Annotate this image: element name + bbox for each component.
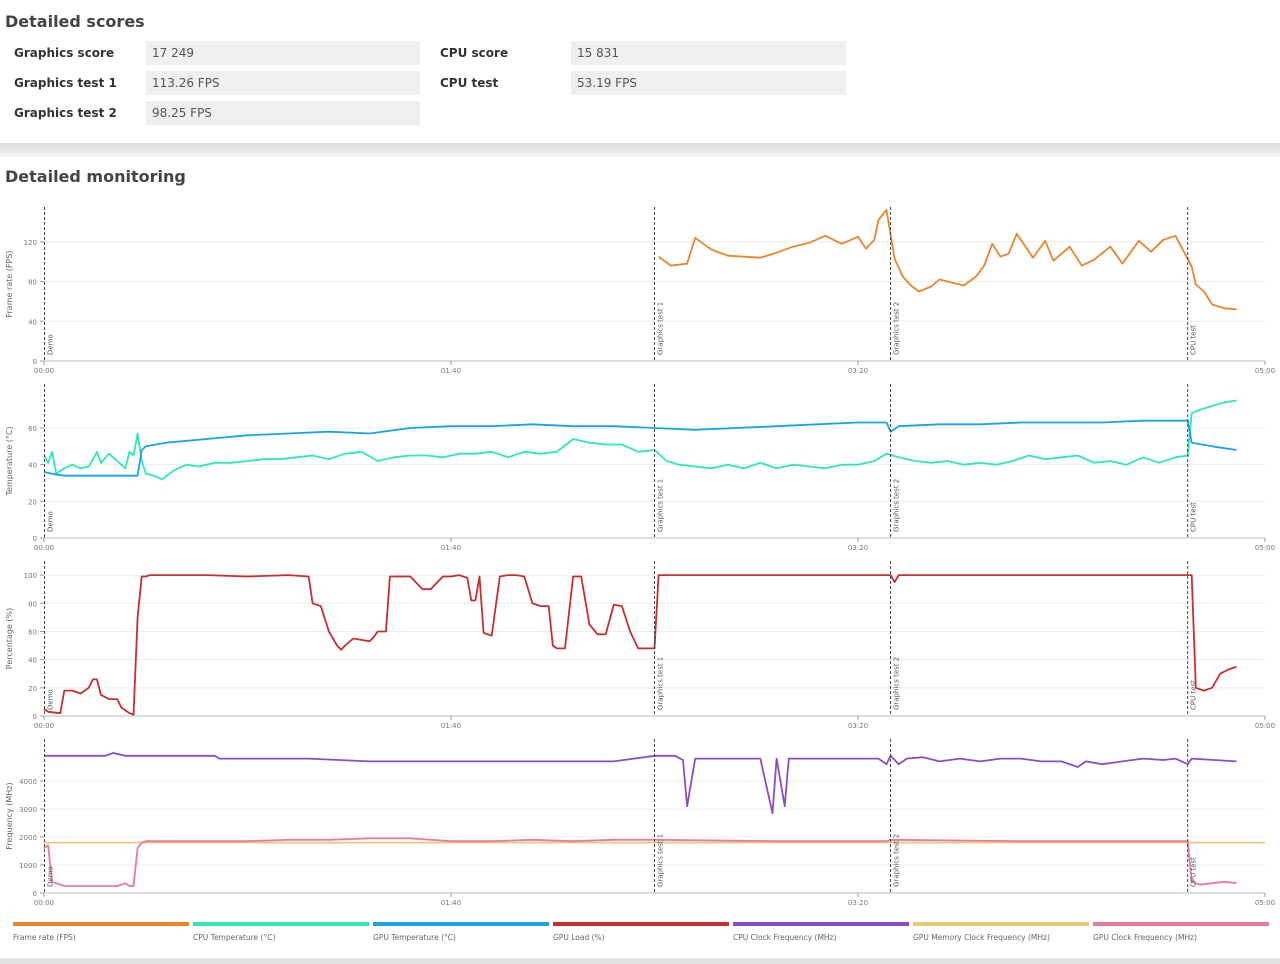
section-divider (0, 143, 1280, 157)
y-tick-label: 3000 (19, 806, 37, 814)
marker-label: Graphics test 1 (657, 479, 665, 532)
y-tick-label: 20 (28, 498, 37, 506)
marker-label: Graphics test 1 (657, 657, 665, 710)
x-tick-label: 00:00 (34, 722, 54, 730)
cpu-score-label: CPU score (440, 46, 509, 60)
y-axis-label: Frequency (MHz) (5, 782, 14, 849)
cpu-test-label: CPU test (440, 76, 499, 90)
y-tick-label: 80 (28, 600, 37, 608)
chart-panel-2: 0 20 40 60 00:00 01:40 03:20 05:00 Temperature (… (5, 384, 1275, 552)
legend-label: GPU Clock Frequency (MHz) (1093, 933, 1197, 942)
x-tick-label: 00:00 (34, 899, 54, 907)
x-tick-label: 05:00 (1255, 899, 1275, 907)
y-tick-label: 2000 (19, 834, 37, 842)
legend-swatch (553, 922, 729, 926)
y-tick-label: 0 (33, 358, 37, 366)
marker-label: Demo (47, 866, 55, 887)
marker-label: Demo (47, 689, 55, 710)
x-tick-label: 01:40 (441, 544, 461, 552)
x-tick-label: 03:20 (848, 367, 868, 375)
marker-label: Graphics test 2 (893, 834, 901, 887)
legend-label: CPU Clock Frequency (MHz) (733, 933, 836, 942)
marker-label: CPU test (1190, 325, 1198, 355)
y-tick-label: 100 (24, 572, 37, 580)
marker-label: CPU test (1190, 857, 1198, 887)
marker-label: Graphics test 2 (893, 302, 901, 355)
chart-panel-3: 0 20 40 60 80 100 00:00 01:40 03:20 05:00 Percenta… (5, 561, 1275, 730)
series-line-frame-rate-fps (658, 209, 1237, 311)
x-tick-label: 01:40 (441, 899, 461, 907)
legend-label: Frame rate (FPS) (13, 933, 76, 942)
y-tick-label: 0 (33, 890, 37, 898)
graphics-test-2-value: 98.25 FPS (146, 101, 420, 125)
y-tick-label: 40 (28, 318, 37, 326)
y-tick-label: 40 (28, 462, 37, 470)
x-tick-label: 05:00 (1255, 367, 1275, 375)
x-tick-label: 03:20 (848, 544, 868, 552)
legend-swatch (733, 922, 909, 926)
y-tick-label: 80 (28, 279, 37, 287)
y-tick-label: 4000 (19, 778, 37, 786)
y-tick-label: 0 (33, 713, 37, 721)
y-axis-label: Frame rate (FPS) (5, 250, 14, 317)
marker-label: Graphics test 2 (893, 657, 901, 710)
legend-label: GPU Temperature (°C) (373, 933, 456, 942)
y-tick-label: 120 (24, 239, 37, 247)
chart-panel-4: 0 1000 2000 3000 4000 00:00 01:40 03:20 05:00 Fre… (5, 739, 1275, 907)
legend-swatch (913, 922, 1089, 926)
bottom-strip (0, 958, 1280, 964)
x-tick-label: 03:20 (848, 722, 868, 730)
legend-label: CPU Temperature (°C) (193, 933, 275, 942)
marker-label: CPU test (1190, 680, 1198, 710)
series-line-gpu-load (43, 574, 1237, 716)
x-tick-label: 05:00 (1255, 722, 1275, 730)
marker-label: Graphics test 1 (657, 302, 665, 355)
x-tick-label: 01:40 (441, 722, 461, 730)
legend-swatch (13, 922, 189, 926)
legend-swatch (1093, 922, 1269, 926)
cpu-score-value: 15 831 (571, 41, 846, 65)
x-tick-label: 01:40 (441, 367, 461, 375)
legend-swatch (373, 922, 549, 926)
series-line-gpu-temperature-c (43, 419, 1237, 477)
chart-panel-1: 0 40 80 120 00:00 01:40 03:20 05:00 Frame rate (… (5, 207, 1275, 375)
y-tick-label: 0 (33, 535, 37, 543)
legend-label: GPU Load (%) (553, 933, 605, 942)
y-axis-label: Temperature (°C) (5, 426, 14, 496)
marker-label: CPU test (1190, 502, 1198, 532)
x-tick-label: 03:20 (848, 899, 868, 907)
graphics-score-value: 17 249 (146, 41, 420, 65)
marker-label: Demo (47, 511, 55, 532)
y-axis-label: Percentage (%) (5, 608, 14, 669)
x-tick-label: 05:00 (1255, 544, 1275, 552)
y-tick-label: 60 (28, 425, 37, 433)
series-line-gpu-clock-frequency-mhz (43, 837, 1237, 887)
marker-label: Graphics test 2 (893, 479, 901, 532)
graphics-test-1-label: Graphics test 1 (14, 76, 117, 90)
y-tick-label: 40 (28, 657, 37, 665)
x-tick-label: 00:00 (34, 544, 54, 552)
cpu-test-value: 53.19 FPS (571, 71, 846, 95)
x-tick-label: 00:00 (34, 367, 54, 375)
y-tick-label: 1000 (19, 862, 37, 870)
graphics-test-1-value: 113.26 FPS (146, 71, 420, 95)
graphics-test-2-label: Graphics test 2 (14, 106, 117, 120)
y-tick-label: 20 (28, 685, 37, 693)
detailed-monitoring-title: Detailed monitoring (5, 167, 186, 186)
y-tick-label: 60 (28, 628, 37, 636)
graphics-score-label: Graphics score (14, 46, 115, 60)
detailed-scores-title: Detailed scores (5, 12, 145, 31)
marker-label: Demo (47, 334, 55, 355)
marker-label: Graphics test 1 (657, 834, 665, 887)
series-line-cpu-clock-frequency-mhz (44, 752, 1237, 815)
legend: Frame rate (FPS) CPU Temperature (°C) GPU … (13, 922, 1269, 942)
legend-label: GPU Memory Clock Frequency (MHz) (913, 933, 1050, 942)
series-line-cpu-temperature-c (43, 399, 1237, 481)
legend-swatch (193, 922, 369, 926)
